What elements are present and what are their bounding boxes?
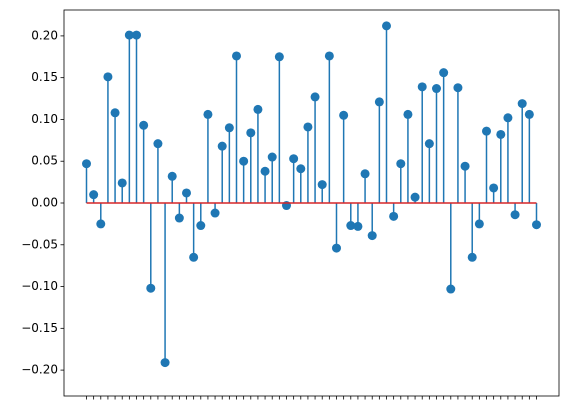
stem-marker (239, 156, 249, 166)
stem-marker (332, 243, 341, 253)
stem-marker (196, 221, 206, 231)
stem-marker (303, 122, 313, 132)
stem-marker (503, 113, 513, 123)
stem-marker (82, 159, 91, 169)
stem-marker (474, 219, 484, 229)
stem-marker (324, 51, 334, 61)
stem-marker (274, 52, 284, 62)
stem-marker (96, 219, 106, 229)
stem-marker (417, 82, 427, 92)
stem-marker (382, 21, 391, 31)
stem-marker (482, 126, 491, 136)
stem-marker (374, 97, 384, 107)
y-tick-label: −0.20 (21, 363, 58, 377)
stem-marker (360, 169, 370, 179)
stem-marker (174, 213, 184, 223)
stem-marker (396, 159, 406, 169)
stem-marker (467, 252, 477, 262)
stem-marker (289, 154, 299, 164)
stem-marker (267, 152, 277, 162)
stem-marker (510, 210, 520, 220)
stem-marker (246, 128, 256, 138)
stem-marker (224, 123, 234, 133)
stem-marker (232, 51, 241, 61)
stem-marker (124, 30, 134, 40)
stem-marker (217, 141, 227, 151)
y-tick-label: 0.05 (31, 154, 58, 168)
stem-marker (139, 120, 149, 130)
stem-marker (260, 166, 270, 176)
stem-marker (403, 109, 413, 119)
stem-marker (160, 358, 170, 368)
stem-marker (424, 139, 434, 149)
stem-marker (460, 161, 470, 171)
stem-marker (410, 192, 420, 202)
stem-marker (210, 208, 220, 218)
stem-marker (253, 104, 263, 114)
stem-marker (117, 178, 127, 188)
y-tick-label: 0.15 (31, 70, 58, 84)
stem-marker (103, 72, 113, 82)
stem-marker (439, 68, 449, 78)
y-tick-label: −0.10 (21, 279, 58, 293)
stem-marker (367, 231, 377, 241)
stem-marker (110, 108, 120, 118)
stem-marker (517, 99, 527, 109)
stem-marker (353, 221, 363, 231)
stem-marker (132, 30, 141, 40)
stem-marker (167, 171, 177, 181)
stem-marker (153, 139, 163, 149)
stem-marker (317, 180, 327, 190)
stem-marker (453, 83, 463, 93)
stem-marker (339, 110, 349, 120)
stem-marker (146, 283, 156, 293)
stem-marker (189, 252, 199, 262)
stem-marker (432, 84, 441, 94)
y-tick-label: −0.15 (21, 321, 58, 335)
y-tick-label: −0.05 (21, 237, 58, 251)
axes-frame (63, 9, 560, 397)
stem-marker (89, 190, 99, 200)
stem-marker (532, 220, 541, 230)
stem-marker (346, 221, 356, 231)
y-tick-label: 0.00 (31, 196, 58, 210)
stem-marker (389, 211, 399, 221)
stem-marker (203, 109, 213, 119)
y-tick-label: 0.20 (31, 28, 58, 42)
y-tick-label: 0.10 (31, 112, 58, 126)
stem-marker (489, 183, 499, 193)
stem-marker (310, 92, 320, 102)
stem-marker (496, 129, 506, 139)
stem-marker (296, 164, 306, 174)
stem-marker (524, 109, 534, 119)
stem-marker (182, 188, 191, 198)
stem-marker (446, 284, 456, 294)
